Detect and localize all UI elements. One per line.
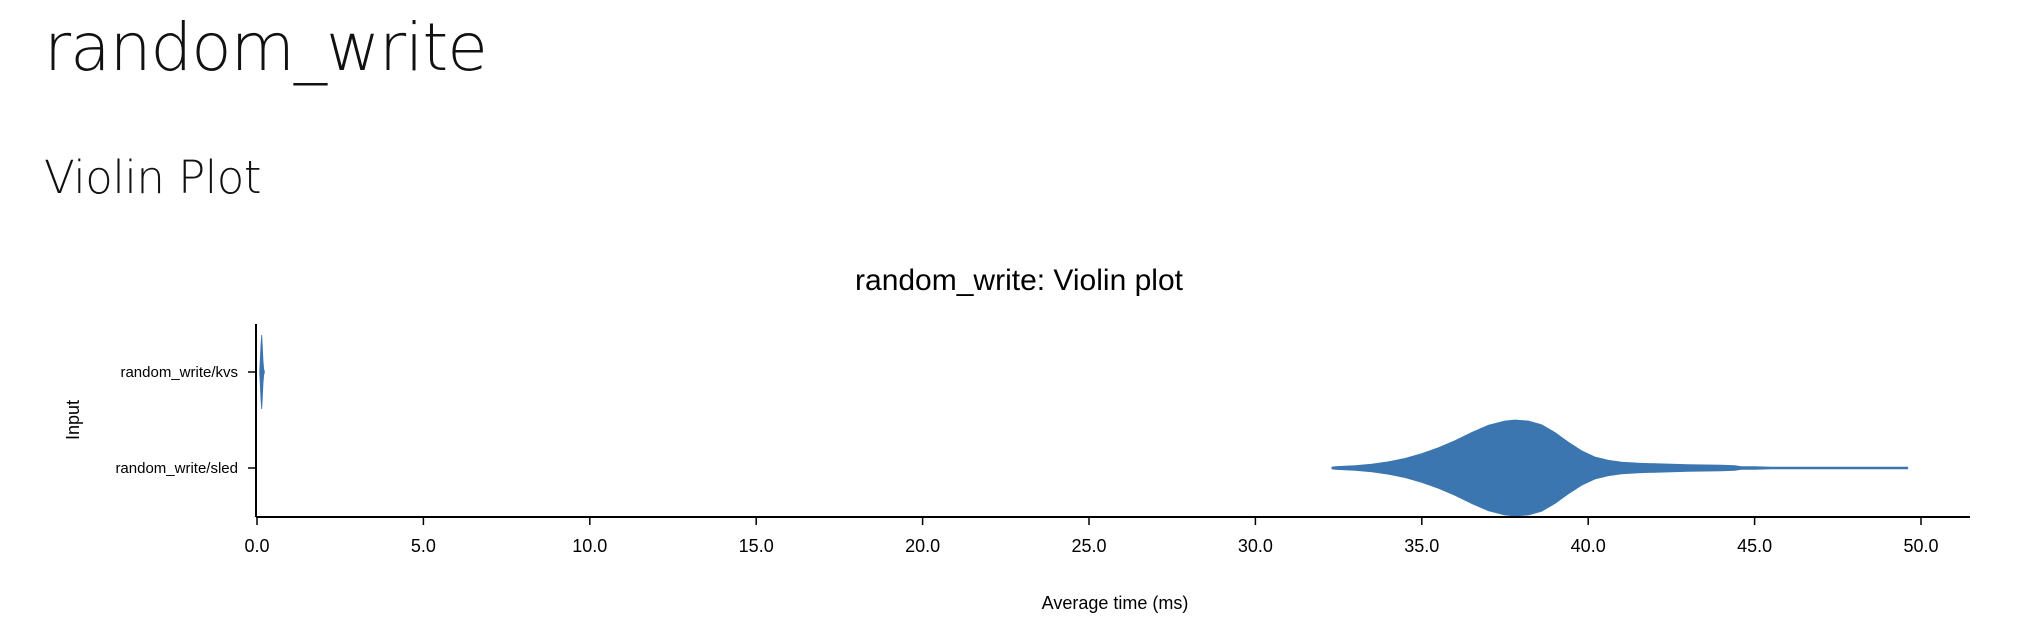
y-tick-label: random_write/kvs (120, 364, 238, 381)
violin-random-write-kvs (259, 334, 265, 410)
plot-area (259, 334, 1909, 517)
violin-chart-svg: random_write: Violin plot 0.0 5.0 10.0 15.0… (63, 264, 1970, 613)
x-tick-label: 5.0 (411, 536, 436, 556)
x-axis-ticks: 0.0 5.0 10.0 15.0 20.0 25.0 30.0 35.0 40.0 45.0 50… (244, 517, 1939, 556)
page-title: random_write (44, 9, 488, 86)
violin-random-write-sled (1331, 419, 1909, 517)
x-tick-label: 10.0 (572, 536, 607, 556)
x-tick-label: 50.0 (1903, 536, 1938, 556)
section-title: Violin Plot (44, 151, 261, 204)
x-tick-label: 30.0 (1238, 536, 1273, 556)
chart-title: random_write: Violin plot (855, 264, 1184, 297)
x-tick-label: 40.0 (1571, 536, 1606, 556)
x-tick-label: 35.0 (1404, 536, 1439, 556)
x-tick-label: 25.0 (1071, 536, 1106, 556)
x-axis-title: Average time (ms) (1042, 593, 1189, 613)
x-tick-label: 0.0 (244, 536, 269, 556)
violin-chart: random_write: Violin plot 0.0 5.0 10.0 15.0… (0, 248, 2018, 628)
x-tick-label: 45.0 (1737, 536, 1772, 556)
y-tick-label: random_write/sled (115, 460, 238, 477)
y-axis-title: Input (63, 400, 83, 440)
y-axis-ticks: random_write/kvs random_write/sled (115, 364, 256, 477)
x-tick-label: 15.0 (739, 536, 774, 556)
x-tick-label: 20.0 (905, 536, 940, 556)
